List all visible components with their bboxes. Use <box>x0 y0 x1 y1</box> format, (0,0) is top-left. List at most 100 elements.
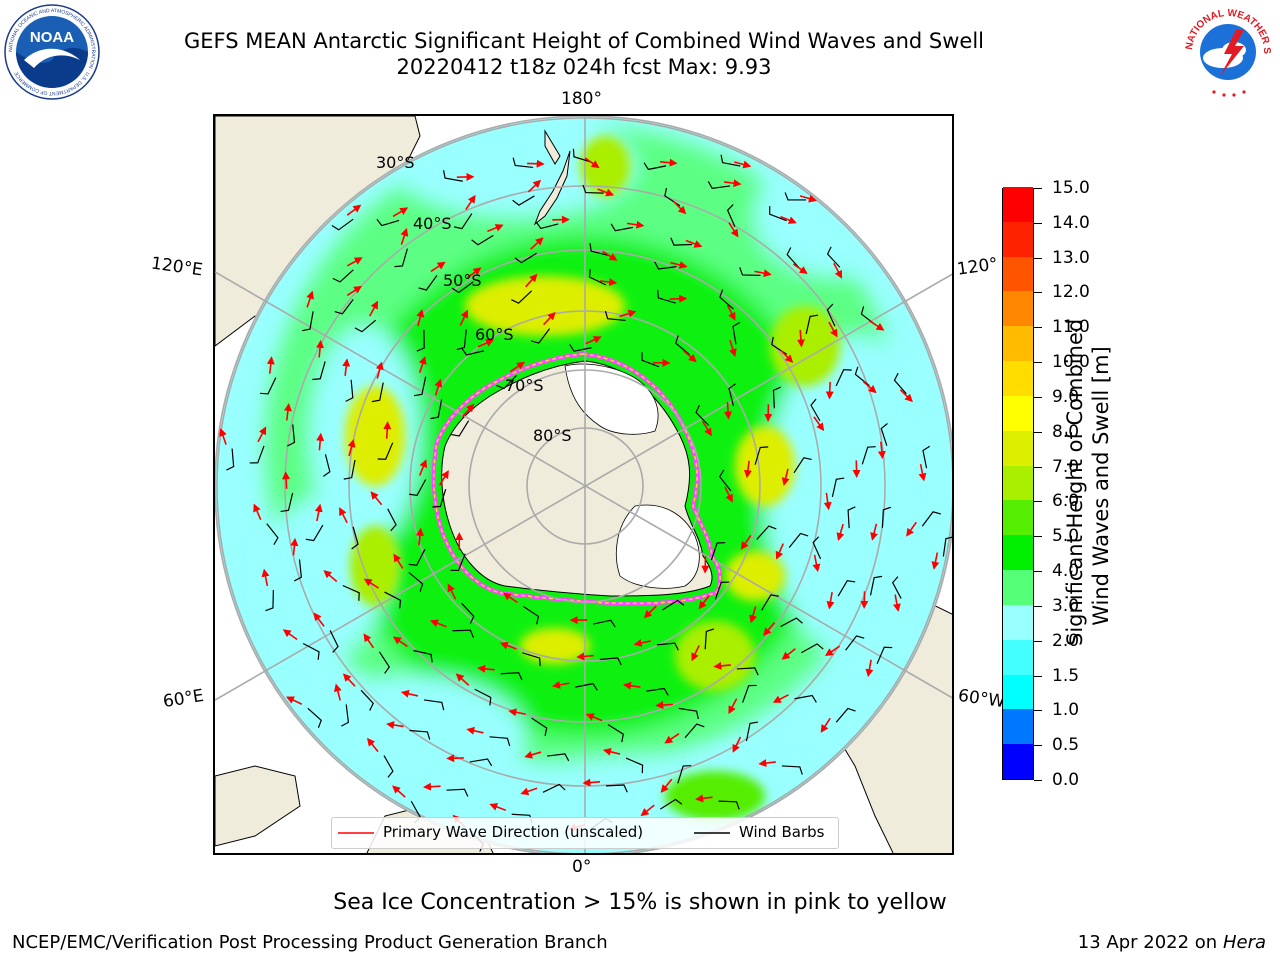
wave-direction-arrow <box>685 239 703 248</box>
wind-barb <box>305 524 324 542</box>
wave-direction-arrow <box>582 778 601 787</box>
wave-direction-arrow <box>525 273 538 288</box>
wave-direction-arrow <box>724 486 733 503</box>
wind-barb <box>604 310 626 322</box>
wind-barb <box>511 290 533 304</box>
wind-barb <box>376 218 400 227</box>
wind-barb <box>670 237 692 246</box>
wave-direction-arrow <box>508 708 526 717</box>
lat-label-70s: 70°S <box>505 376 544 395</box>
wave-direction-arrow <box>585 713 603 722</box>
wind-barb <box>329 630 339 653</box>
wave-direction-arrow <box>740 534 752 550</box>
wave-direction-arrow <box>660 778 673 793</box>
colorbar-tick <box>1034 780 1042 781</box>
wind-barb <box>409 729 431 740</box>
wave-direction-arrow <box>363 633 375 649</box>
wind-barb <box>432 489 447 508</box>
wave-direction-arrow <box>316 432 325 451</box>
wind-barb <box>726 204 736 227</box>
wind-barb <box>678 707 699 720</box>
wind-barb <box>371 382 384 403</box>
wave-arrows-layer <box>219 157 940 832</box>
wave-legend-swatch <box>338 832 374 834</box>
wind-barb <box>430 399 443 420</box>
wave-direction-arrow <box>418 459 428 476</box>
wind-barb <box>351 526 359 550</box>
wind-barb <box>461 602 475 624</box>
colorbar-segment <box>1003 430 1033 466</box>
wave-direction-arrow <box>781 648 796 660</box>
wave-direction-arrow <box>447 583 457 600</box>
wind-barb <box>452 629 475 638</box>
wind-barb <box>786 247 800 269</box>
lon-label-60e: 60°E <box>161 685 206 713</box>
footer-host: Hera <box>1222 932 1266 953</box>
wind-barb <box>893 372 907 395</box>
colorbar-tick-label: 6.0 <box>1052 491 1080 512</box>
wave-direction-arrow <box>323 570 338 583</box>
wave-direction-arrow <box>552 680 570 689</box>
wind-barb <box>625 757 644 774</box>
wind-barb <box>572 148 592 163</box>
colorbar-tick-label: 9.0 <box>1052 386 1080 407</box>
wind-barb <box>657 289 676 304</box>
wind-barb <box>610 223 634 232</box>
wind-barb <box>408 548 426 566</box>
wave-direction-arrow <box>729 339 737 357</box>
wave-direction-arrow <box>392 207 409 218</box>
lat-label-50s: 50°S <box>443 271 482 290</box>
wave-direction-arrow <box>363 578 379 589</box>
wave-direction-arrow <box>499 641 517 650</box>
colorbar-tick <box>1034 257 1042 259</box>
wave-direction-arrow <box>781 468 790 486</box>
wave-direction-arrow <box>282 629 298 641</box>
colorbar-tick-label: 3.0 <box>1052 595 1080 616</box>
nws-logo: NATIONAL WEATHER SERVICE <box>1174 0 1278 100</box>
wave-direction-arrow <box>726 304 736 321</box>
wave-direction-arrow <box>434 378 443 396</box>
wave-direction-arrow <box>342 673 356 687</box>
wind-barb <box>542 783 566 793</box>
wave-direction-arrow <box>673 201 687 215</box>
colorbar-tick-label: 1.0 <box>1052 700 1080 721</box>
wave-direction-arrow <box>466 267 482 279</box>
wave-direction-arrow <box>346 257 363 267</box>
wind-barb <box>719 289 734 310</box>
wave-direction-arrow <box>283 402 292 421</box>
colorbar-tick-label: 0.5 <box>1052 735 1080 756</box>
wind-barb <box>784 192 807 201</box>
wind-barb <box>512 195 535 206</box>
map-legend: Primary Wave Direction (unscaled) Wind B… <box>331 817 839 849</box>
wind-barb <box>451 420 470 437</box>
wind-barb <box>718 800 740 810</box>
wind-barb <box>453 213 473 230</box>
colorbar-segment <box>1003 569 1033 605</box>
wave-direction-arrow <box>659 158 678 167</box>
colorbar-segment <box>1003 604 1033 640</box>
colorbar-segment <box>1003 674 1033 710</box>
wind-barb <box>383 755 394 778</box>
wind-barb <box>707 181 731 190</box>
wave-direction-arrow <box>466 726 484 735</box>
wave-direction-arrow <box>383 421 392 439</box>
wave-direction-arrow <box>346 204 362 216</box>
wave-direction-arrow <box>524 750 542 759</box>
colorbar-tick-label: 8.0 <box>1052 421 1080 442</box>
wave-direction-arrow <box>527 159 545 168</box>
wave-direction-arrow <box>820 717 831 733</box>
wind-barb <box>302 642 320 660</box>
wind-barb <box>266 523 279 545</box>
colorbar-tick-label: 15.0 <box>1052 178 1090 198</box>
barb-legend-swatch <box>694 832 730 834</box>
wind-barb <box>710 542 726 561</box>
wave-direction-arrow <box>775 543 784 560</box>
wind-barb <box>684 723 705 739</box>
colorbar-tick-label: 2.0 <box>1052 630 1080 651</box>
colorbar-segment <box>1003 290 1033 327</box>
wave-direction-arrow <box>823 492 832 511</box>
wind-barb <box>695 404 710 426</box>
wind-barb <box>641 352 660 368</box>
lat-label-30s: 30°S <box>376 153 415 172</box>
wind-barb <box>793 457 812 474</box>
